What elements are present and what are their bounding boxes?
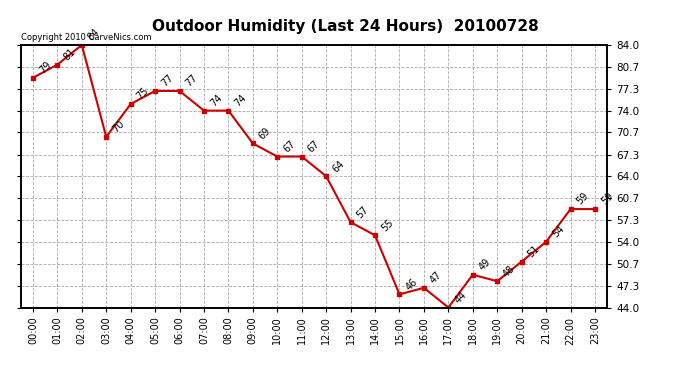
- Text: Outdoor Humidity (Last 24 Hours)  20100728: Outdoor Humidity (Last 24 Hours) 2010072…: [152, 19, 538, 34]
- Text: 67: 67: [306, 139, 322, 154]
- Text: 64: 64: [331, 158, 346, 174]
- Text: 75: 75: [135, 86, 150, 102]
- Text: 49: 49: [477, 257, 493, 273]
- Text: 44: 44: [453, 290, 469, 305]
- Text: 74: 74: [208, 93, 224, 108]
- Text: 81: 81: [61, 47, 77, 63]
- Text: 59: 59: [575, 191, 591, 207]
- Text: 77: 77: [159, 73, 175, 89]
- Text: 48: 48: [502, 263, 517, 279]
- Text: 70: 70: [110, 119, 126, 135]
- Text: 77: 77: [184, 73, 199, 89]
- Text: Copyright 2010 CarveNics.com: Copyright 2010 CarveNics.com: [21, 33, 151, 42]
- Text: 47: 47: [428, 270, 444, 286]
- Text: 84: 84: [86, 27, 101, 43]
- Text: 51: 51: [526, 244, 542, 260]
- Text: 59: 59: [599, 191, 615, 207]
- Text: 55: 55: [380, 217, 395, 233]
- Text: 79: 79: [37, 60, 53, 76]
- Text: 74: 74: [233, 93, 248, 108]
- Text: 57: 57: [355, 204, 371, 220]
- Text: 54: 54: [550, 224, 566, 240]
- Text: 69: 69: [257, 126, 273, 141]
- Text: 67: 67: [282, 139, 297, 154]
- Text: 46: 46: [404, 276, 420, 292]
